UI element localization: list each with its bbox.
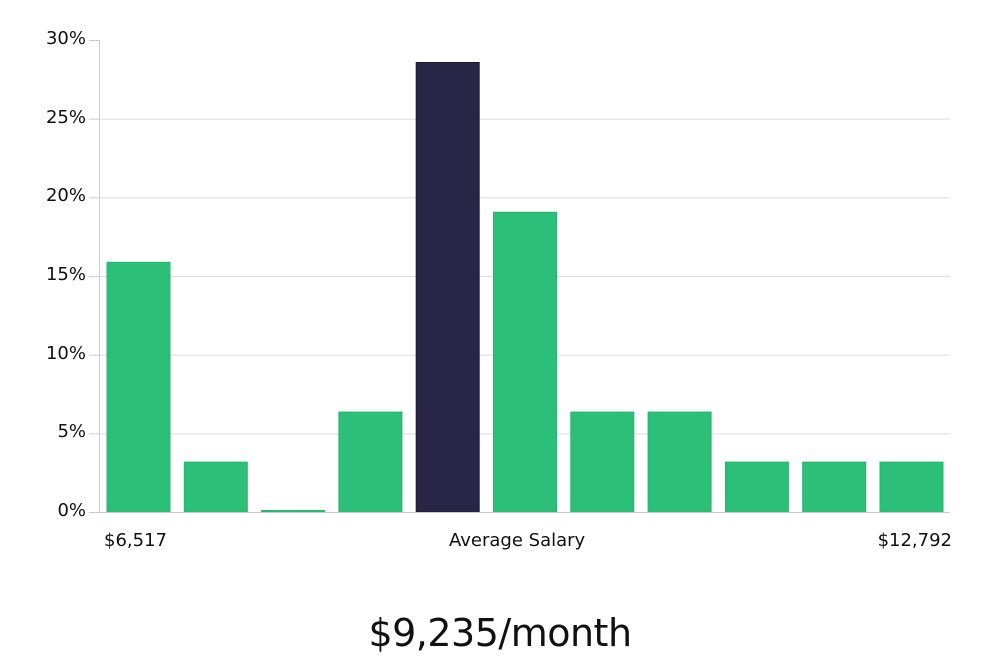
bar [570, 411, 635, 513]
y-tick-label: 5% [57, 421, 86, 443]
x-axis-title: Average Salary [449, 530, 586, 551]
y-tick-label: 20% [45, 185, 86, 207]
x-min-label: $6,517 [104, 530, 167, 551]
bar [879, 461, 944, 513]
y-tick-label: 30% [45, 28, 86, 49]
bar [647, 411, 712, 513]
bar [802, 461, 867, 513]
bar [493, 211, 557, 513]
bar [183, 461, 248, 513]
bar [338, 411, 403, 513]
bar [261, 510, 326, 513]
x-max-label: $12,792 [877, 530, 952, 551]
y-tick-label: 0% [57, 500, 86, 521]
y-tick-label: 25% [45, 106, 86, 128]
y-tick-label: 15% [45, 264, 86, 285]
average-salary-headline: $9,235/month [368, 611, 632, 655]
bar [724, 461, 789, 513]
bar [106, 261, 171, 513]
y-tick-label: 10% [45, 342, 86, 364]
bar-average-highlight [415, 61, 480, 513]
